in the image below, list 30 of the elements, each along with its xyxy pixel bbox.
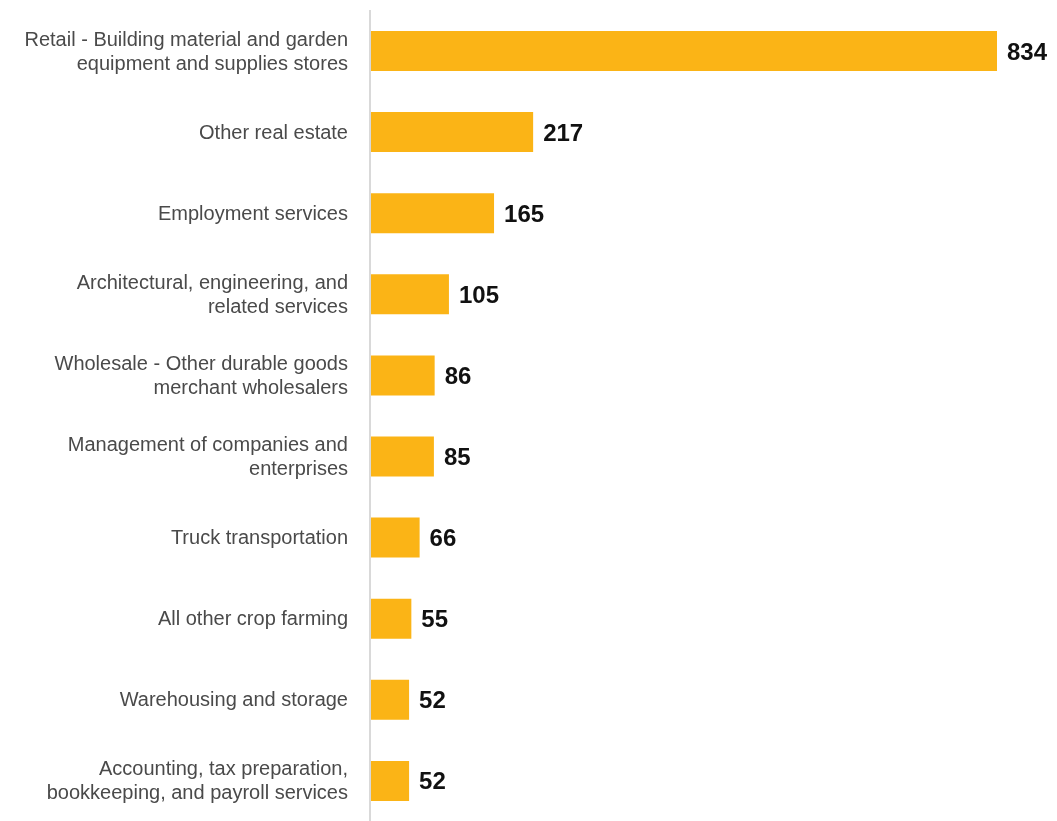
bar (370, 760, 410, 801)
data-label: 86 (444, 361, 472, 389)
bar (370, 355, 435, 396)
data-label: 165 (504, 199, 545, 227)
y-tick-label: Retail - Building material and garden equipment and supplies stores (24, 27, 348, 74)
bar (370, 436, 434, 477)
y-tick-label: Truck transportation (170, 526, 348, 549)
data-label: 217 (543, 118, 584, 146)
y-tick-label: Employment services (157, 201, 348, 224)
data-label: 834 (1007, 37, 1048, 65)
bar (370, 679, 410, 720)
y-tick-label: Accounting, tax preparation, bookkeeping, and payroll services (46, 757, 348, 804)
y-tick-label: Warehousing and storage (119, 688, 348, 711)
data-label: 55 (421, 605, 449, 633)
data-label: 66 (429, 524, 457, 552)
data-label: 105 (458, 280, 499, 308)
bar (370, 517, 420, 558)
y-tick-label: Architectural, engineering, and related services (76, 270, 348, 317)
y-tick-label: Management of companies and enterprises (67, 433, 348, 480)
y-tick-label: All other crop farming (157, 607, 348, 630)
data-label: 85 (443, 443, 471, 471)
y-tick-label: Wholesale - Other durable goods merchant wholesalers (54, 351, 348, 398)
bar (370, 274, 449, 315)
bar (370, 193, 495, 234)
data-label: 52 (419, 767, 446, 795)
bar (370, 112, 534, 153)
bar (370, 31, 997, 71)
bar (370, 598, 412, 639)
data-label: 52 (419, 686, 446, 714)
y-tick-label: Other real estate (199, 120, 348, 143)
